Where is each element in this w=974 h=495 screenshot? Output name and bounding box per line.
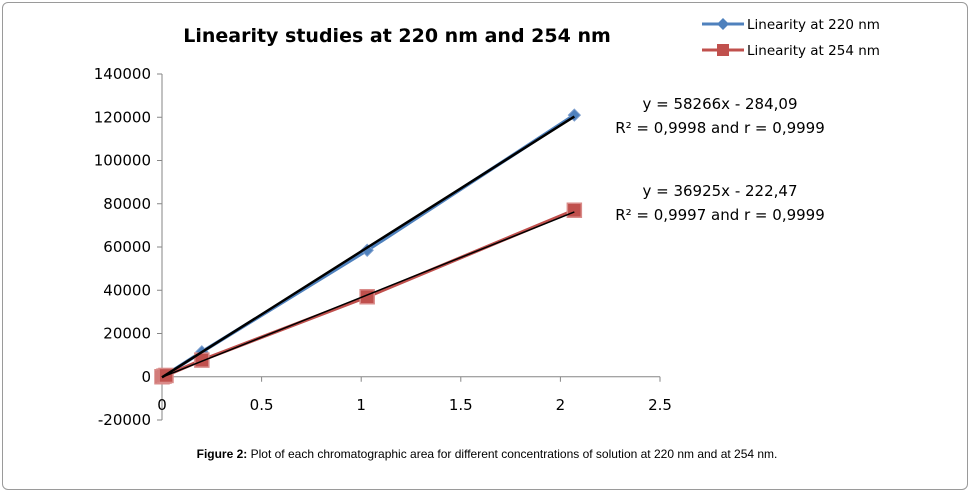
x-tick-label: 0.5: [250, 396, 274, 414]
trendline-layer: [161, 115, 576, 379]
legend-item-254: Linearity at 254 nm: [702, 43, 880, 59]
figure-caption: Figure 2: Plot of each chromatographic a…: [0, 447, 974, 461]
legend-marker-254: [717, 44, 729, 56]
x-axis-ticks: 0 0.5 1 1.5 2 2.5: [157, 376, 672, 414]
y-tick-label: 100000: [94, 152, 151, 170]
x-tick-label: 0: [157, 396, 167, 414]
x-tick-label: 1.5: [449, 396, 473, 414]
trendline-0: [161, 115, 576, 379]
legend-item-220: Linearity at 220 nm: [702, 17, 880, 33]
legend-marker-220: [717, 18, 729, 30]
y-tick-label: 120000: [94, 108, 151, 126]
x-tick-label: 1: [356, 396, 366, 414]
y-tick-label: 140000: [94, 65, 151, 83]
equation-annotation-220: y = 58266x - 284,09 R² = 0,9998 and r = …: [615, 95, 825, 137]
x-tick-label: 2: [556, 396, 566, 414]
y-tick-label: 20000: [103, 325, 151, 343]
data-point-220: [567, 108, 582, 122]
linearity-chart: Linearity studies at 220 nm and 254 nm 0…: [94, 17, 880, 429]
equation-annotation-254: y = 36925x - 222,47 R² = 0,9997 and r = …: [615, 182, 825, 224]
y-axis-ticks: -20000 0 20000 40000 60000 80000 100000 120000 1…: [94, 65, 162, 429]
legend-label-254: Linearity at 254 nm: [747, 43, 880, 59]
r-squared-254: R² = 0,9997 and r = 0,9999: [615, 206, 825, 224]
chart-axes: [161, 74, 660, 420]
caption-label: Figure 2:: [196, 447, 248, 461]
y-tick-label: 0: [141, 368, 151, 386]
equation-254: y = 36925x - 222,47: [642, 182, 797, 200]
chart-title: Linearity studies at 220 nm and 254 nm: [183, 25, 611, 47]
y-tick-label: 60000: [103, 238, 151, 256]
x-tick-label: 2.5: [648, 396, 672, 414]
legend: Linearity at 220 nm Linearity at 254 nm: [702, 17, 880, 59]
data-point-220: [360, 243, 374, 257]
y-tick-label: 80000: [103, 195, 151, 213]
data-point-254: [566, 202, 583, 218]
legend-label-220: Linearity at 220 nm: [747, 17, 880, 33]
equation-220: y = 58266x - 284,09: [642, 95, 797, 113]
trendline-1: [161, 211, 575, 378]
caption-text: Plot of each chromatographic area for di…: [250, 447, 778, 461]
y-tick-label: 40000: [103, 281, 151, 299]
r-squared-220: R² = 0,9998 and r = 0,9999: [615, 119, 825, 137]
y-tick-label: -20000: [98, 411, 151, 429]
